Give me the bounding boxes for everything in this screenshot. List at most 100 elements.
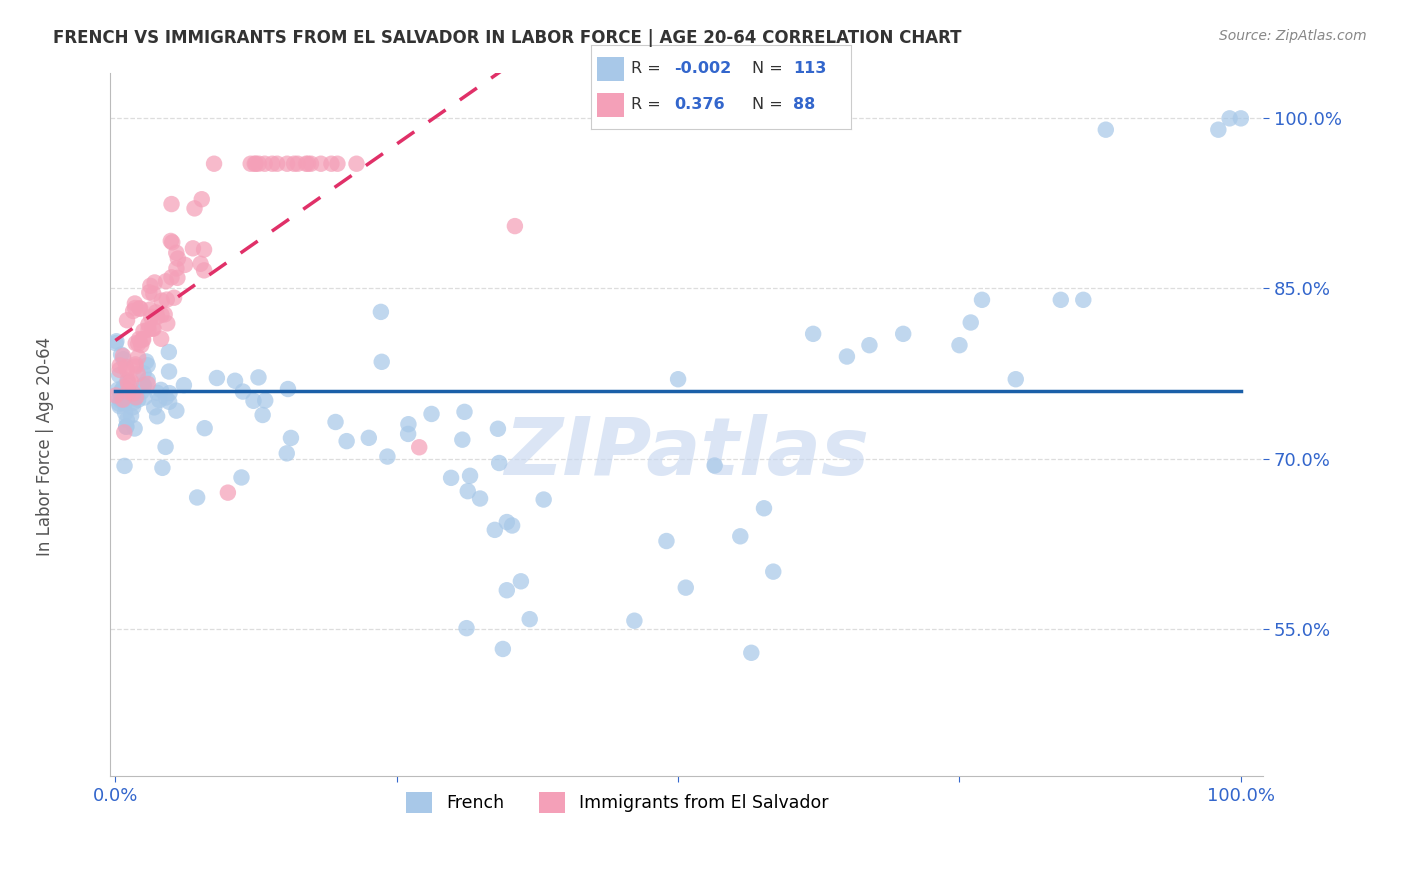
- Point: [370, 305, 392, 319]
- Text: R =: R =: [631, 97, 661, 112]
- Legend: French, Immigrants from El Salvador: French, Immigrants from El Salvador: [399, 785, 835, 821]
- Point: [145, 305, 167, 319]
- Point: [321, 157, 343, 171]
- Point: [254, 393, 277, 408]
- Point: [194, 421, 217, 435]
- Point: [193, 263, 215, 277]
- Point: [245, 157, 267, 171]
- Point: [357, 431, 380, 445]
- Point: [136, 359, 159, 373]
- Point: [277, 382, 299, 396]
- Point: [370, 355, 392, 369]
- Point: [190, 192, 212, 206]
- Point: [492, 642, 515, 657]
- Point: [166, 270, 188, 285]
- Point: [120, 409, 142, 423]
- Point: [124, 301, 146, 315]
- Point: [110, 394, 132, 409]
- Point: [266, 157, 288, 171]
- Point: [112, 390, 135, 404]
- Point: [127, 367, 149, 381]
- Point: [146, 310, 169, 324]
- Point: [675, 581, 697, 595]
- Point: [326, 157, 349, 171]
- Point: [173, 378, 195, 392]
- Point: [108, 396, 131, 410]
- Point: [157, 394, 180, 409]
- Point: [112, 425, 135, 440]
- Point: [142, 321, 165, 335]
- Point: [167, 252, 190, 266]
- FancyBboxPatch shape: [598, 94, 624, 117]
- Point: [297, 157, 319, 171]
- Text: N =: N =: [752, 62, 783, 77]
- Point: [156, 293, 179, 307]
- Point: [125, 336, 148, 351]
- Point: [336, 434, 359, 449]
- Point: [453, 405, 475, 419]
- Point: [295, 157, 318, 171]
- Point: [247, 370, 270, 384]
- Point: [114, 406, 136, 420]
- Point: [205, 371, 228, 385]
- Point: [146, 385, 169, 400]
- Point: [112, 352, 135, 367]
- Point: [165, 245, 187, 260]
- Point: [623, 614, 645, 628]
- Point: [108, 363, 131, 377]
- Point: [752, 501, 775, 516]
- Point: [533, 492, 555, 507]
- Point: [115, 359, 138, 374]
- Point: [117, 375, 139, 389]
- Point: [1094, 122, 1116, 136]
- Point: [488, 456, 510, 470]
- Text: N =: N =: [752, 97, 783, 112]
- Point: [276, 446, 298, 460]
- Point: [509, 574, 531, 589]
- Point: [456, 621, 478, 635]
- Point: [152, 460, 174, 475]
- Point: [948, 338, 970, 352]
- Point: [299, 157, 322, 171]
- Point: [128, 301, 150, 316]
- Point: [150, 308, 173, 322]
- Point: [495, 515, 517, 529]
- Point: [118, 384, 141, 399]
- Point: [253, 157, 276, 171]
- Point: [108, 392, 131, 406]
- Point: [107, 383, 129, 397]
- Point: [762, 565, 785, 579]
- Point: [495, 583, 517, 598]
- Point: [835, 350, 858, 364]
- Point: [396, 417, 419, 432]
- Point: [129, 338, 152, 352]
- Point: [202, 157, 225, 171]
- Point: [157, 365, 180, 379]
- Point: [127, 392, 149, 407]
- Point: [1049, 293, 1071, 307]
- Text: R =: R =: [631, 62, 661, 77]
- Point: [159, 386, 181, 401]
- Point: [501, 518, 523, 533]
- Point: [117, 376, 139, 391]
- Point: [503, 219, 526, 233]
- FancyBboxPatch shape: [598, 57, 624, 80]
- Point: [114, 458, 136, 473]
- Point: [163, 291, 186, 305]
- Point: [801, 326, 824, 341]
- Point: [243, 157, 266, 171]
- Point: [1071, 293, 1094, 307]
- Point: [117, 373, 139, 387]
- Point: [160, 197, 183, 211]
- Point: [142, 321, 165, 335]
- Point: [127, 336, 149, 351]
- Point: [440, 471, 463, 485]
- Point: [124, 296, 146, 310]
- Point: [165, 261, 187, 276]
- Point: [468, 491, 491, 506]
- Point: [276, 157, 298, 171]
- Point: [730, 529, 752, 543]
- Point: [128, 332, 150, 346]
- Point: [120, 375, 142, 389]
- Point: [457, 484, 479, 499]
